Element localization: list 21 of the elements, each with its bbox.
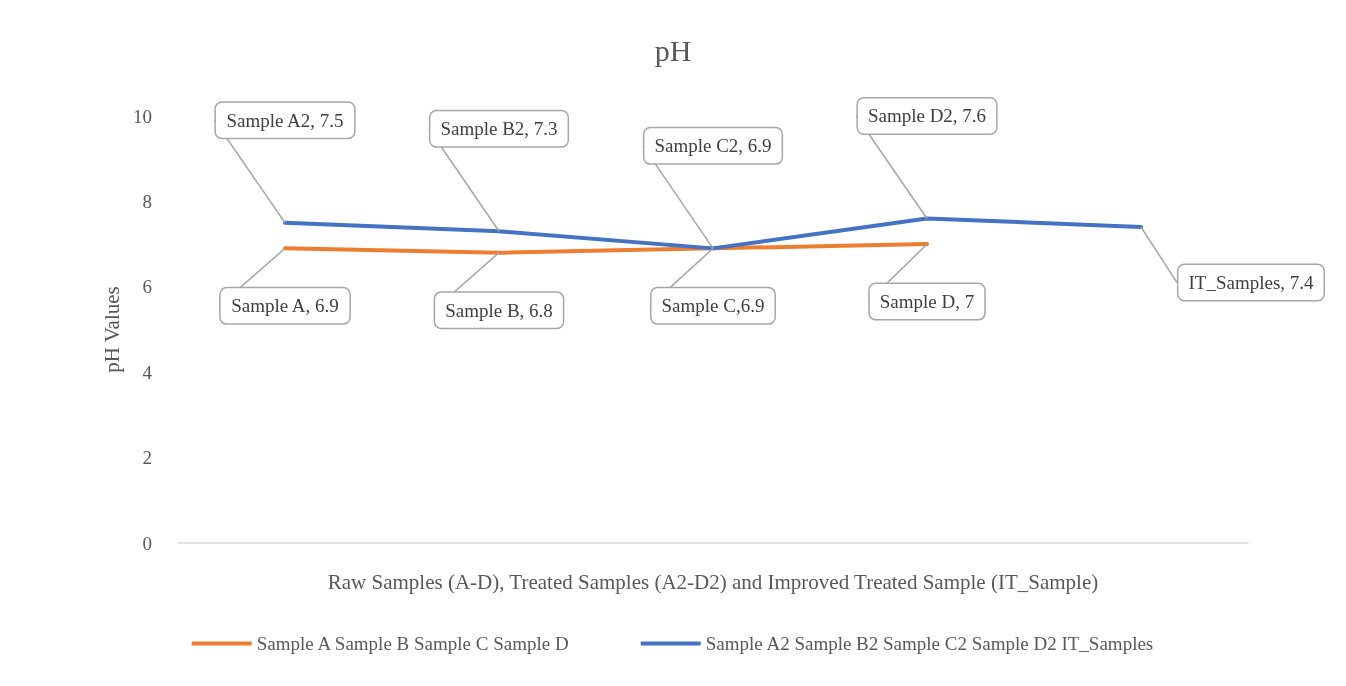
data-label: Sample D2, 7.6	[867, 105, 987, 127]
data-label: Sample B2, 7.3	[440, 118, 558, 140]
chart-title: pH	[654, 33, 692, 67]
y-tick-label: 8	[142, 190, 152, 212]
data-label: IT_Samples, 7.4	[1188, 272, 1315, 294]
y-tick-label: 6	[142, 276, 152, 298]
data-label: Sample A2, 7.5	[226, 109, 344, 131]
y-tick-label: 4	[142, 361, 153, 383]
data-label: Sample B, 6.8	[445, 299, 553, 321]
data-label: Sample C2, 6.9	[654, 135, 772, 157]
data-label: Sample D, 7	[879, 291, 975, 313]
line-series	[283, 216, 1143, 251]
y-tick-label: 10	[133, 105, 152, 127]
data-label: Sample C,6.9	[661, 295, 765, 317]
y-tick-label: 2	[142, 447, 152, 469]
y-axis-title: pH Values	[99, 286, 124, 373]
legend-label: Sample A2 Sample B2 Sample C2 Sample D2 IT_Samples	[705, 633, 1154, 654]
x-axis-title: Raw Samples (A-D), Treated Samples (A2-D2) and Improved Treated Sample (IT_Sample)	[327, 569, 1099, 594]
legend-label: Sample A Sample B Sample C Sample D	[256, 633, 569, 654]
data-label: Sample A, 6.9	[231, 295, 339, 317]
y-tick-label: 0	[142, 532, 152, 554]
